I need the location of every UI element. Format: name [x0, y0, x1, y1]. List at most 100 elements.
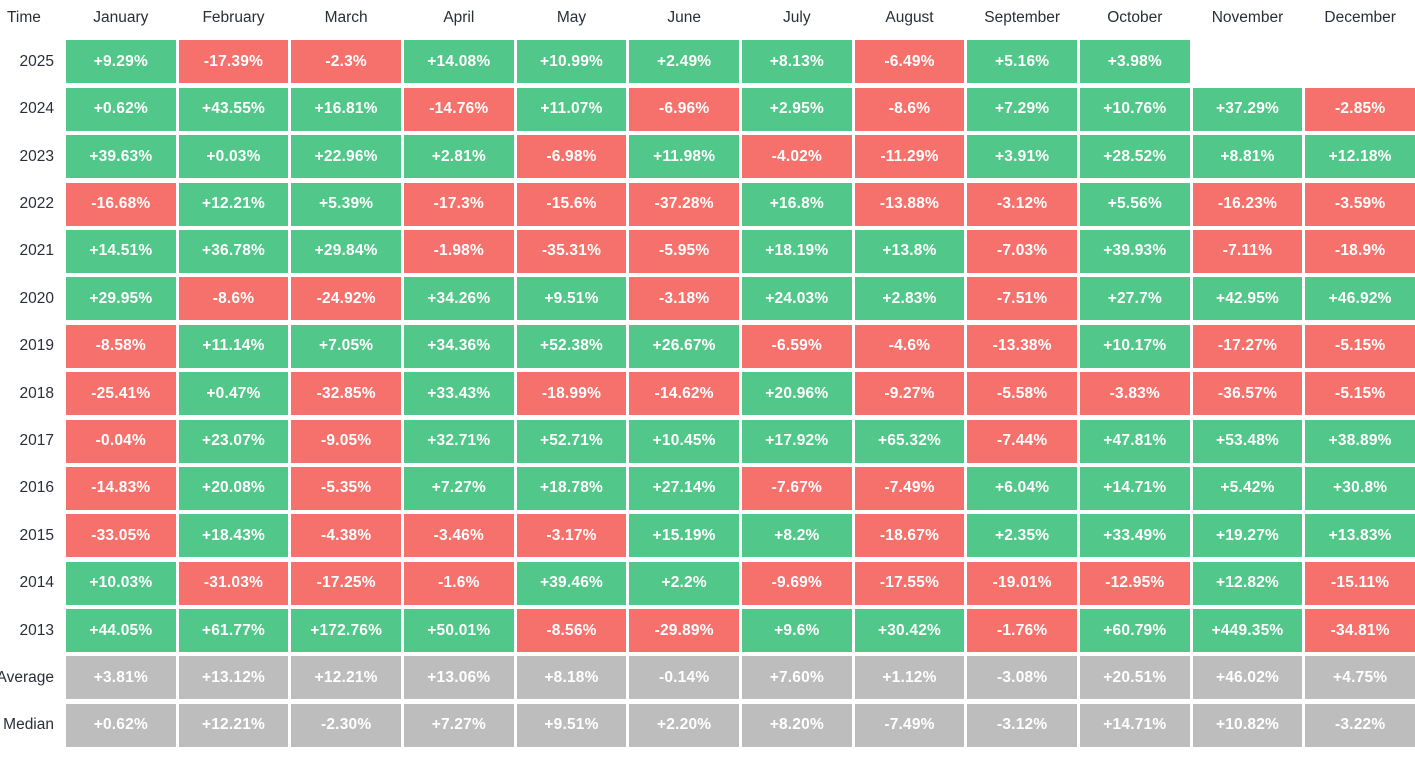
- month-header-march: March: [324, 9, 368, 26]
- cell-2018-october: -3.83%: [1079, 372, 1190, 416]
- row-label-average: Average: [0, 668, 54, 686]
- cell-2021-april: -1.98%: [403, 229, 514, 273]
- cell-2017-november: +53.48%: [1192, 419, 1303, 463]
- row-label-2024: 2024: [19, 100, 54, 118]
- cell-2025-july: +8.13%: [741, 40, 852, 84]
- cell-2022-march: +5.39%: [291, 182, 401, 226]
- cell-median-october: +14.71%: [1079, 703, 1190, 747]
- cell-2021-may: -35.31%: [516, 229, 627, 273]
- cell-2022-may: -15.6%: [516, 182, 627, 226]
- cell-2016-may: +18.78%: [516, 466, 627, 510]
- cell-2019-august: -4.6%: [854, 324, 965, 368]
- month-header-june: June: [667, 9, 701, 26]
- cell-average-october: +20.51%: [1079, 656, 1190, 700]
- row-label-2019: 2019: [19, 337, 54, 355]
- month-header-december: December: [1324, 9, 1396, 26]
- cell-2022-september: -3.12%: [967, 182, 1077, 226]
- cell-2013-september: -1.76%: [967, 609, 1077, 653]
- cell-2020-june: -3.18%: [629, 277, 739, 321]
- cell-2016-june: +27.14%: [629, 466, 739, 510]
- cell-2016-december: +30.8%: [1305, 466, 1415, 510]
- month-header-may: May: [556, 9, 587, 26]
- cell-median-june: +2.20%: [629, 703, 739, 747]
- cell-median-december: -3.22%: [1305, 703, 1415, 747]
- cell-2018-september: -5.58%: [967, 372, 1077, 416]
- cell-2017-january: -0.04%: [66, 419, 176, 463]
- cell-2019-october: +10.17%: [1079, 324, 1190, 368]
- cell-median-august: -7.49%: [854, 703, 965, 747]
- cell-2024-september: +7.29%: [967, 87, 1077, 131]
- cell-2016-march: -5.35%: [291, 466, 401, 510]
- cell-2020-july: +24.03%: [741, 277, 852, 321]
- cell-2019-september: -13.38%: [967, 324, 1077, 368]
- cell-2025-january: +9.29%: [66, 40, 176, 84]
- cell-2023-july: -4.02%: [741, 135, 852, 179]
- cell-2023-december: +12.18%: [1305, 135, 1415, 179]
- cell-2016-august: -7.49%: [854, 466, 965, 510]
- row-label-2014: 2014: [19, 574, 54, 592]
- cell-2019-may: +52.38%: [516, 324, 627, 368]
- cell-2020-december: +46.92%: [1305, 277, 1415, 321]
- month-header-january: January: [93, 9, 149, 26]
- cell-average-april: +13.06%: [403, 656, 514, 700]
- cell-2021-august: +13.8%: [854, 229, 965, 273]
- cell-2017-october: +47.81%: [1079, 419, 1190, 463]
- cell-2022-august: -13.88%: [854, 182, 965, 226]
- row-label-2021: 2021: [19, 242, 54, 260]
- cell-2023-june: +11.98%: [629, 135, 739, 179]
- row-label-2023: 2023: [19, 147, 54, 165]
- cell-2018-march: -32.85%: [291, 372, 401, 416]
- cell-average-june: -0.14%: [629, 656, 739, 700]
- cell-2022-january: -16.68%: [66, 182, 176, 226]
- cell-median-september: -3.12%: [967, 703, 1077, 747]
- cell-2021-september: -7.03%: [967, 229, 1077, 273]
- month-header-april: April: [443, 9, 475, 26]
- cell-2023-september: +3.91%: [967, 135, 1077, 179]
- cell-median-may: +9.51%: [516, 703, 627, 747]
- cell-average-may: +8.18%: [516, 656, 627, 700]
- cell-2024-august: -8.6%: [854, 87, 965, 131]
- cell-2014-december: -15.11%: [1305, 561, 1415, 605]
- cell-2024-april: -14.76%: [403, 87, 514, 131]
- cell-2014-march: -17.25%: [291, 561, 401, 605]
- cell-2024-june: -6.96%: [629, 87, 739, 131]
- cell-average-january: +3.81%: [66, 656, 176, 700]
- cell-2017-april: +32.71%: [403, 419, 514, 463]
- cell-2020-april: +34.26%: [403, 277, 514, 321]
- cell-2025-may: +10.99%: [516, 40, 627, 84]
- cell-2017-march: -9.05%: [291, 419, 401, 463]
- cell-2019-march: +7.05%: [291, 324, 401, 368]
- cell-2022-december: -3.59%: [1305, 182, 1415, 226]
- cell-2020-october: +27.7%: [1079, 277, 1190, 321]
- cell-2023-january: +39.63%: [66, 135, 176, 179]
- cell-2018-april: +33.43%: [403, 372, 514, 416]
- cell-2016-february: +20.08%: [178, 466, 289, 510]
- cell-2024-november: +37.29%: [1192, 87, 1303, 131]
- row-label-2013: 2013: [19, 621, 54, 639]
- cell-2016-april: +7.27%: [403, 466, 514, 510]
- cell-2015-april: -3.46%: [403, 514, 514, 558]
- row-label-2022: 2022: [19, 195, 54, 213]
- cell-2024-january: +0.62%: [66, 87, 176, 131]
- cell-2021-march: +29.84%: [291, 229, 401, 273]
- cell-2022-june: -37.28%: [629, 182, 739, 226]
- cell-2023-march: +22.96%: [291, 135, 401, 179]
- cell-2020-may: +9.51%: [516, 277, 627, 321]
- row-label-2015: 2015: [19, 526, 54, 544]
- cell-2020-january: +29.95%: [66, 277, 176, 321]
- row-label-2017: 2017: [19, 432, 54, 450]
- cell-2013-july: +9.6%: [741, 609, 852, 653]
- cell-2019-february: +11.14%: [178, 324, 289, 368]
- cell-2017-july: +17.92%: [741, 419, 852, 463]
- cell-2017-february: +23.07%: [178, 419, 289, 463]
- cell-2024-may: +11.07%: [516, 87, 627, 131]
- cell-2019-december: -5.15%: [1305, 324, 1415, 368]
- cell-2024-february: +43.55%: [178, 87, 289, 131]
- month-header-november: November: [1211, 9, 1284, 26]
- cell-2021-july: +18.19%: [741, 229, 852, 273]
- cell-2015-june: +15.19%: [629, 514, 739, 558]
- month-header-july: July: [783, 9, 811, 26]
- time-column-header: Time: [7, 9, 41, 26]
- cell-2023-february: +0.03%: [178, 135, 289, 179]
- cell-2021-june: -5.95%: [629, 229, 739, 273]
